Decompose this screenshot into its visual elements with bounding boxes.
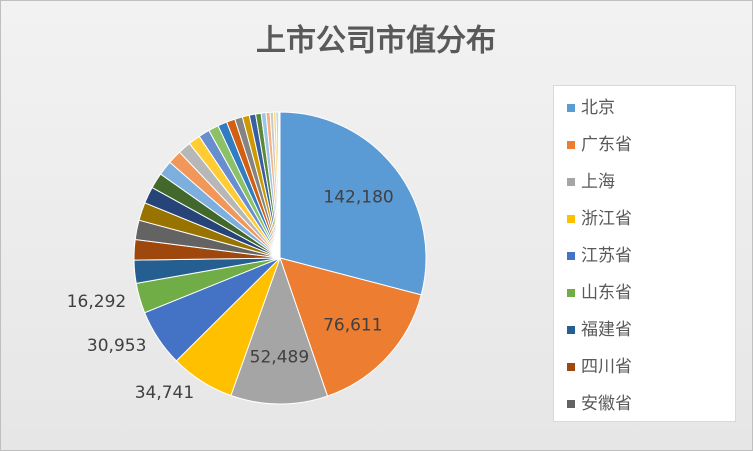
legend-label: 江苏省 [581,246,632,266]
legend-swatch [567,141,575,149]
legend-label: 四川省 [581,357,632,377]
legend-label: 北京 [581,98,615,118]
legend-swatch [567,104,575,112]
data-label: 34,741 [135,383,194,403]
legend-label: 福建省 [581,320,632,340]
legend-swatch [567,252,575,260]
legend-swatch [567,326,575,334]
pie-slice [279,257,422,397]
legend-swatch [567,178,575,186]
legend-swatch [567,215,575,223]
legend-label: 山东省 [581,283,632,303]
data-label: 76,611 [323,315,382,335]
data-label: 16,292 [67,292,126,312]
legend-swatch [567,289,575,297]
data-label: 30,953 [87,336,146,356]
legend-label: 浙江省 [581,209,632,229]
pie-slice [279,111,427,296]
pie-slice [230,256,329,405]
legend-box [553,85,736,422]
legend-swatch [567,400,575,408]
legend-label: 上海 [581,172,615,192]
data-label: 142,180 [323,187,393,207]
pie-slice [278,111,281,259]
legend-label: 广东省 [581,135,632,155]
legend-swatch [567,363,575,371]
chart-title: 上市公司市值分布 [256,24,496,59]
legend-label: 安徽省 [581,394,632,414]
data-label: 52,489 [250,347,309,367]
